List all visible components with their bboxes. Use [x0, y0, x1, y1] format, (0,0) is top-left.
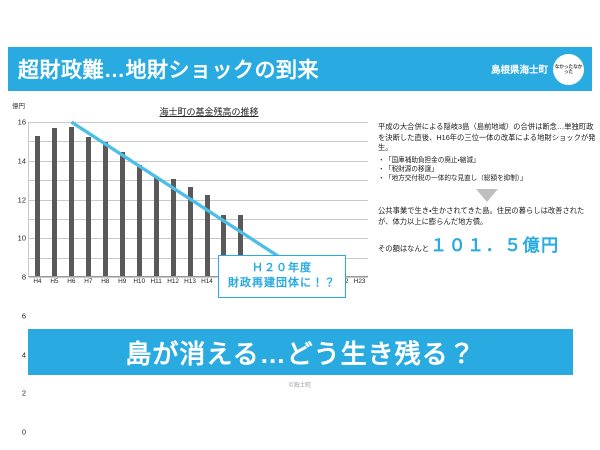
bottom-banner-text: 島が消える…どう生き残る？	[125, 338, 476, 369]
x-axis-tick-label: H6	[67, 278, 76, 285]
y-axis-tick-label: 2	[21, 388, 26, 398]
reform-bullet-item: 「国庫補助負担金の廃止・縮減」	[378, 156, 596, 166]
consequence-paragraph: 公共事業で生き・生かされてきた島。住民の暮らしは改善されたが、体力以上に膨らんだ…	[378, 205, 585, 226]
town-logo-text: なかったなかった	[554, 63, 583, 74]
bar-slot: H12	[165, 122, 182, 285]
y-axis-tick-label: 6	[21, 311, 26, 321]
debt-amount-row: その額はなんと １０１．５億円	[378, 231, 596, 256]
bar-slot: H16	[232, 122, 249, 285]
bar-slot: H13	[182, 122, 199, 285]
page-title: 超財政難…地財ショックの到来	[18, 59, 319, 82]
x-axis-tick-label: H7	[84, 278, 93, 285]
x-axis-tick-label: H14	[201, 278, 213, 285]
town-logo-icon: なかったなかった	[553, 53, 584, 85]
y-axis-tick-label: 8	[21, 272, 26, 282]
organization-label: 島根県海士町	[490, 65, 548, 76]
bar-slot: H21	[317, 122, 334, 285]
y-axis-unit-label: 億円	[12, 103, 25, 110]
bar	[119, 152, 125, 276]
callout-line-1: Ｈ２０年度	[252, 262, 312, 274]
header-bar: 超財政難…地財ショックの到来 島根県海士町 なかったなかった	[8, 47, 592, 91]
x-axis-tick-label: H4	[33, 278, 42, 285]
bar	[204, 194, 210, 276]
bar-slot: H6	[63, 122, 80, 285]
x-axis-tick-label: H11	[150, 278, 162, 285]
bar-slot: H17	[249, 122, 266, 285]
y-axis-tick-label: 0	[21, 427, 26, 437]
y-axis-tick-label: 10	[17, 233, 26, 243]
chart-panel: 億円 海士町の基金残高の推移 16 14 12 10 8 6 4 2 0 H4 H5 H6 H7 H8 H…	[6, 100, 372, 437]
x-axis-tick-label: H10	[133, 278, 146, 285]
bar-slot: H18	[266, 122, 283, 285]
bar-slot: H7	[80, 122, 97, 285]
bar	[85, 136, 91, 276]
bar	[136, 164, 142, 276]
bar	[153, 177, 159, 276]
bar-series: H4H5H6H7H8H9H10H11H12H13H14H15H16H17H18H…	[29, 122, 368, 285]
bar-slot: H19	[283, 122, 300, 285]
bar-slot: H4	[29, 122, 46, 285]
gridline: 0	[22, 277, 368, 437]
x-axis-tick-label: H5	[50, 278, 59, 285]
bar-slot: H14	[199, 122, 216, 285]
bar-slot: H9	[114, 122, 131, 285]
plot-area: 16 14 12 10 8 6 4 2 0 H4 H5 H6 H7 H8 H9 H10 H11 H12 H13 H1…	[18, 118, 368, 437]
plot-wrap: 16 14 12 10 8 6 4 2 0 H4 H5 H6 H7 H8 H9 H10 H11 H12 H13 H1…	[18, 118, 368, 437]
chart-title: 海士町の基金残高の推移	[159, 107, 259, 117]
bottom-banner: 島が消える…どう生き残る？	[28, 329, 573, 375]
y-axis-tick-label: 4	[21, 350, 26, 359]
bar	[102, 142, 108, 276]
bar-slot: H11	[148, 122, 165, 285]
bar	[51, 127, 57, 276]
bar	[187, 186, 193, 276]
x-axis-tick-label: H8	[101, 278, 110, 285]
reform-bullet-item: 「地方交付税の一体的な見直し（総額を抑制）」	[378, 174, 596, 184]
y-axis-tick-label: 12	[17, 195, 26, 204]
bar-slot: H8	[97, 122, 114, 285]
copyright-notice: ©海士町	[288, 383, 312, 389]
bar-slot: H23	[351, 122, 368, 285]
debt-amount-prefix: その額はなんと	[378, 244, 430, 254]
down-arrow-icon	[476, 188, 498, 202]
x-axis-tick-label: H9	[118, 278, 127, 285]
right-text-panel: 平成の大合併による隠岐3島（島前地域）の合併は断念…単独町政を決断した直後、H1…	[378, 122, 596, 256]
bar	[34, 135, 40, 276]
y-axis-tick-label: 16	[17, 117, 26, 127]
callout-line-2: 財政再建団体に！？	[228, 277, 336, 289]
x-axis-tick-label: H13	[184, 278, 196, 285]
bar-slot: H5	[46, 122, 63, 285]
callout-box: Ｈ２０年度 財政再建団体に！？	[218, 255, 346, 298]
bar-slot: H15	[215, 122, 232, 285]
x-axis-tick-label: H12	[167, 278, 179, 285]
explanation-paragraph: 平成の大合併による隠岐3島（島前地域）の合併は断念…単独町政を決断した直後、H1…	[378, 122, 596, 152]
x-axis-tick-label: H23	[353, 278, 366, 285]
bar	[68, 126, 74, 276]
y-axis-tick-label: 14	[17, 156, 26, 166]
debt-amount-value: １０１．５億円	[430, 236, 560, 256]
page-number: 9	[593, 78, 597, 85]
bar	[170, 179, 176, 276]
reform-bullet-item: 「税財源の移譲」	[378, 165, 596, 175]
bar-slot: H10	[131, 122, 148, 285]
bar-slot: H20	[300, 122, 317, 285]
header-branding: 島根県海士町 なかったなかった	[491, 47, 584, 91]
reform-bullet-list: 「国庫補助負担金の廃止・縮減」「税財源の移譲」「地方交付税の一体的な見直し（総額…	[378, 156, 596, 185]
bar-slot: H22	[334, 122, 351, 285]
